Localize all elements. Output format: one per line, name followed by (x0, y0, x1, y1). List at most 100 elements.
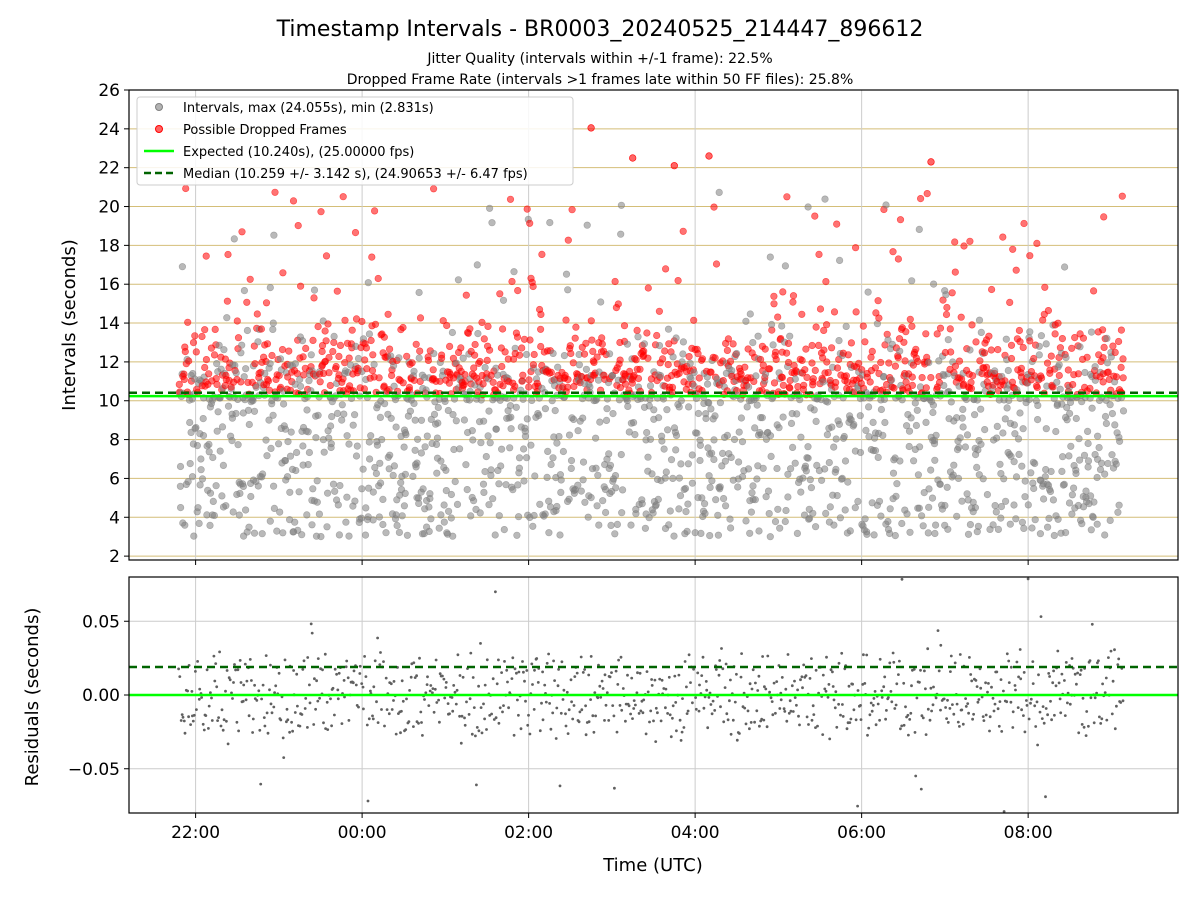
residual-point (448, 712, 451, 716)
dropped-frame-point (294, 222, 302, 230)
residual-point (360, 682, 364, 685)
dropped-frame-point (1041, 283, 1049, 291)
dropped-frame-point (674, 277, 682, 285)
interval-point (664, 325, 673, 333)
residual-point (452, 684, 456, 687)
interval-point (991, 502, 999, 510)
residual-point (231, 697, 234, 700)
residual-point (761, 655, 764, 658)
residual-point (804, 674, 808, 677)
residual-point (778, 707, 782, 710)
dropped-frame-point (569, 359, 577, 367)
interval-point (634, 333, 642, 341)
interval-point (286, 452, 295, 460)
interval-point (400, 502, 409, 510)
interval-point (810, 406, 818, 414)
interval-point (850, 420, 858, 429)
dropped-frame-point (205, 370, 213, 378)
interval-point (611, 472, 620, 480)
interval-point (863, 530, 871, 538)
residual-point (880, 689, 884, 693)
interval-point (245, 420, 253, 429)
residual-point (558, 784, 562, 788)
interval-point (486, 439, 494, 447)
dropped-frame-point (572, 323, 580, 331)
interval-point (240, 287, 248, 295)
dropped-frame-point (827, 344, 836, 352)
residual-point (856, 804, 859, 808)
dropped-frame-point (771, 348, 780, 356)
dropped-frame-point (782, 349, 791, 357)
interval-point (887, 376, 896, 384)
interval-point (949, 471, 957, 479)
residual-point (347, 719, 351, 722)
interval-point (903, 510, 911, 518)
residual-point (592, 730, 596, 734)
interval-point (669, 474, 677, 483)
interval-point (929, 401, 938, 409)
interval-point (609, 410, 617, 418)
residual-point (394, 732, 398, 736)
dropped-frame-point (438, 354, 446, 362)
interval-point (250, 529, 259, 537)
interval-point (579, 414, 587, 422)
residual-point (553, 679, 556, 682)
dropped-frame-point (658, 355, 667, 363)
legend-marker-intervals (155, 103, 163, 111)
interval-point (929, 280, 938, 288)
interval-point (488, 219, 496, 227)
interval-point (611, 530, 619, 538)
dropped-frame-point (634, 374, 643, 383)
interval-point (230, 235, 238, 243)
residual-point (494, 716, 498, 720)
interval-point (1052, 427, 1060, 436)
residual-point (707, 696, 711, 699)
residual-point (1099, 722, 1103, 725)
residual-point (801, 686, 804, 690)
dropped-frame-point (201, 326, 209, 334)
residual-point (454, 702, 458, 706)
dropped-frame-point (317, 208, 325, 216)
residual-point (596, 696, 600, 700)
dropped-frame-point (511, 382, 519, 390)
residual-point (748, 682, 752, 686)
residual-point (201, 722, 205, 726)
residual-point (442, 677, 446, 681)
interval-point (1103, 359, 1112, 367)
dropped-frame-point (644, 354, 652, 362)
interval-point (931, 521, 940, 529)
residual-point (768, 690, 771, 694)
residual-point (660, 678, 664, 682)
residual-point (248, 658, 252, 661)
interval-point (764, 487, 773, 495)
residual-point (314, 707, 317, 711)
interval-point (547, 460, 555, 469)
dropped-frame-point (525, 383, 533, 391)
interval-point (973, 463, 981, 472)
residual-point (893, 707, 897, 710)
interval-point (551, 407, 559, 415)
residual-point (837, 661, 841, 665)
interval-point (224, 402, 233, 410)
dropped-frame-point (416, 347, 424, 355)
dropped-frame-point (847, 339, 856, 347)
residual-point (680, 730, 684, 734)
interval-point (442, 487, 450, 495)
residual-point (217, 716, 221, 719)
dropped-frame-point (587, 124, 595, 132)
dropped-frame-point (877, 358, 885, 367)
residual-point (719, 705, 722, 709)
interval-point (308, 521, 316, 529)
residual-point (290, 720, 293, 724)
interval-point (393, 521, 401, 530)
residual-point (1052, 669, 1055, 673)
interval-point (1019, 425, 1027, 433)
interval-point (841, 457, 850, 465)
dropped-frame-point (1012, 266, 1020, 274)
interval-point (915, 504, 923, 512)
interval-point (828, 423, 836, 431)
residual-point (500, 671, 503, 674)
interval-point (495, 512, 503, 520)
residual-point (823, 687, 827, 691)
dropped-frame-point (628, 379, 636, 387)
